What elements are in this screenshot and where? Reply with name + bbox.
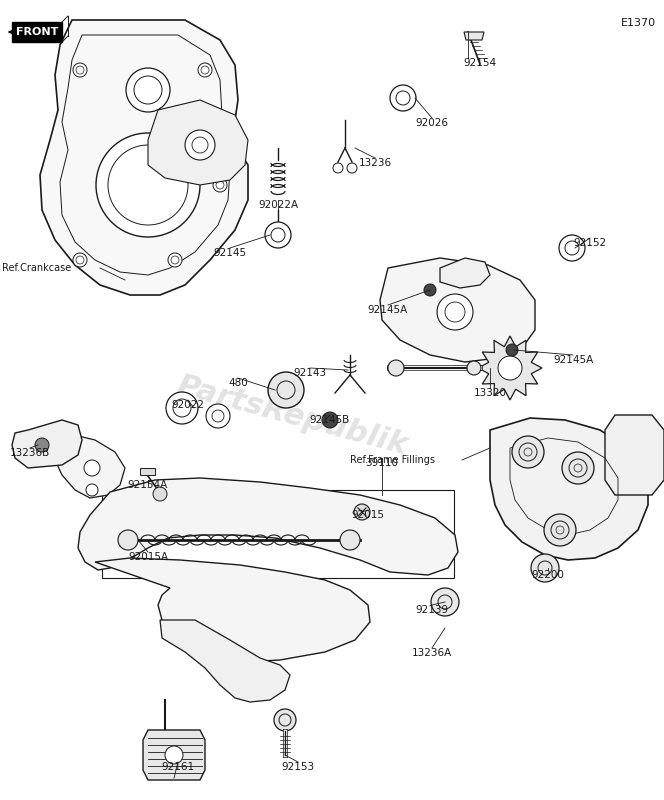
Text: 92152: 92152 <box>574 238 606 248</box>
Text: 13236: 13236 <box>359 158 392 168</box>
Text: 92145: 92145 <box>213 248 246 258</box>
Text: 92145B: 92145B <box>310 415 350 425</box>
Circle shape <box>265 222 291 248</box>
Circle shape <box>126 68 170 112</box>
Text: 92015: 92015 <box>351 510 384 520</box>
Circle shape <box>390 85 416 111</box>
Circle shape <box>512 436 544 468</box>
Polygon shape <box>55 432 125 498</box>
Text: PartsRepublik: PartsRepublik <box>173 371 411 461</box>
Polygon shape <box>95 558 370 662</box>
Circle shape <box>333 163 343 173</box>
Polygon shape <box>440 258 490 288</box>
Circle shape <box>35 438 49 452</box>
Text: 92139: 92139 <box>416 605 449 615</box>
Circle shape <box>498 356 522 380</box>
Text: Ref.Crankcase: Ref.Crankcase <box>2 263 71 273</box>
Polygon shape <box>478 336 542 400</box>
Circle shape <box>437 294 473 330</box>
Circle shape <box>198 63 212 77</box>
Polygon shape <box>160 620 290 702</box>
Text: 92022: 92022 <box>171 400 205 410</box>
Circle shape <box>268 372 304 408</box>
Polygon shape <box>605 415 664 495</box>
Circle shape <box>168 253 182 267</box>
Text: 92200: 92200 <box>532 570 564 580</box>
Text: 92145A: 92145A <box>368 305 408 315</box>
Text: 13320: 13320 <box>473 388 507 398</box>
Polygon shape <box>12 22 62 42</box>
Circle shape <box>467 361 481 375</box>
Circle shape <box>96 133 200 237</box>
Text: 13236B: 13236B <box>10 448 50 458</box>
Circle shape <box>165 746 183 764</box>
Polygon shape <box>78 478 458 575</box>
Circle shape <box>559 235 585 261</box>
Text: 480: 480 <box>228 378 248 388</box>
Circle shape <box>431 588 459 616</box>
Circle shape <box>274 709 296 731</box>
Circle shape <box>354 504 370 520</box>
Text: 13236A: 13236A <box>412 648 452 658</box>
Polygon shape <box>143 730 205 780</box>
Text: 92154: 92154 <box>463 58 497 68</box>
Circle shape <box>544 514 576 546</box>
Circle shape <box>506 344 518 356</box>
Circle shape <box>340 530 360 550</box>
Polygon shape <box>40 20 248 295</box>
Text: 92145A: 92145A <box>553 355 593 365</box>
Text: 92026: 92026 <box>416 118 448 128</box>
Polygon shape <box>490 418 648 560</box>
Text: Ref.Frame Fillings: Ref.Frame Fillings <box>350 455 435 465</box>
Circle shape <box>73 63 87 77</box>
Circle shape <box>166 392 198 424</box>
Circle shape <box>322 412 338 428</box>
Polygon shape <box>140 468 155 475</box>
Text: 92161: 92161 <box>161 762 195 772</box>
Circle shape <box>424 284 436 296</box>
Circle shape <box>86 484 98 496</box>
Bar <box>102 490 454 578</box>
Circle shape <box>213 178 227 192</box>
Circle shape <box>73 253 87 267</box>
Polygon shape <box>464 32 484 40</box>
Polygon shape <box>148 100 248 185</box>
Circle shape <box>153 487 167 501</box>
Polygon shape <box>12 420 82 468</box>
Circle shape <box>531 554 559 582</box>
Circle shape <box>206 404 230 428</box>
Text: 39110: 39110 <box>365 458 398 468</box>
Text: 92015A: 92015A <box>128 552 168 562</box>
Polygon shape <box>380 258 535 362</box>
Text: 92153: 92153 <box>282 762 315 772</box>
Circle shape <box>388 360 404 376</box>
Circle shape <box>84 460 100 476</box>
Circle shape <box>118 530 138 550</box>
Circle shape <box>185 130 215 160</box>
Text: 92154A: 92154A <box>128 480 168 490</box>
Text: FRONT: FRONT <box>16 27 58 37</box>
Text: E1370: E1370 <box>621 18 656 28</box>
Text: 92143: 92143 <box>293 368 327 378</box>
Text: 92022A: 92022A <box>258 200 298 210</box>
Circle shape <box>562 452 594 484</box>
Circle shape <box>347 163 357 173</box>
